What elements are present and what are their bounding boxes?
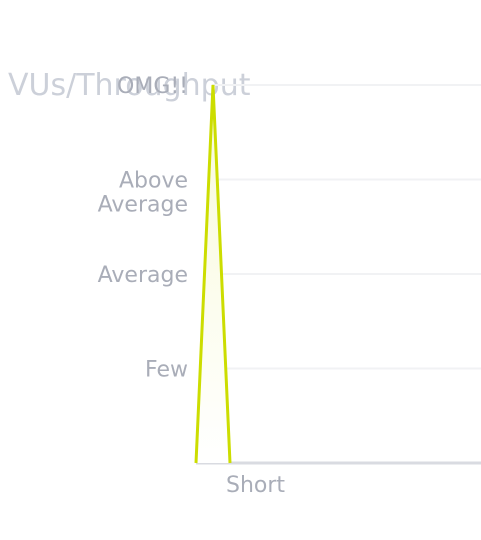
y-tick-label: Above Average bbox=[98, 169, 188, 218]
y-tick-label: Average bbox=[98, 263, 188, 288]
grid-layer bbox=[212, 85, 481, 369]
y-tick-label: OMG!! bbox=[117, 74, 188, 99]
label-layer: Few Average Above Average OMG!! Short bbox=[98, 74, 286, 498]
x-tick-label: Short bbox=[226, 473, 285, 498]
y-tick-label: Few bbox=[145, 358, 188, 383]
